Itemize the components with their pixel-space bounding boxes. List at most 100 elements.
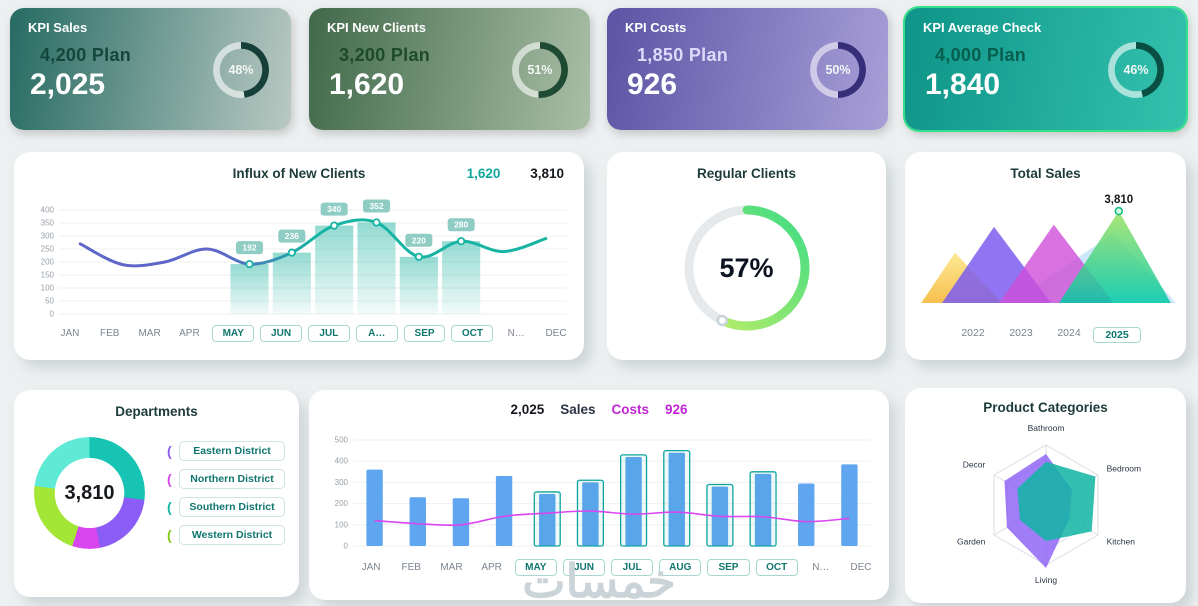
- kpi-costs-title: KPI Costs: [625, 20, 687, 35]
- regular-clients-card: Regular Clients 57%: [607, 152, 886, 360]
- year-2025[interactable]: 2025: [1093, 327, 1141, 343]
- month-dec: DEC: [850, 561, 872, 573]
- departments-card: Departments 3,810 (Eastern District (Nort…: [14, 390, 299, 597]
- svg-text:300: 300: [41, 232, 55, 241]
- product-categories-card: Product Categories Bathroom Bedroom Kitche…: [905, 388, 1186, 603]
- month-feb: FEB: [100, 327, 120, 339]
- district-button-eastern[interactable]: Eastern District: [179, 441, 285, 461]
- svg-text:200: 200: [41, 258, 55, 267]
- kpi-costs-value: 926: [627, 68, 678, 101]
- departments-legend: (Eastern District (Northern District (Sout…: [167, 441, 285, 549]
- svg-text:100: 100: [335, 520, 349, 529]
- month-jul[interactable]: JUL: [307, 324, 350, 342]
- kpi-sales-plan: 4,200 Plan: [40, 45, 273, 66]
- ring-arc: [810, 42, 866, 98]
- month-jun[interactable]: JUN: [260, 324, 302, 342]
- district-button-western[interactable]: Western District: [179, 525, 285, 545]
- kpi-card-new-clients: KPI New Clients 3,200 Plan 1,620 51%: [309, 8, 590, 130]
- svg-text:Bathroom: Bathroom: [1027, 423, 1064, 433]
- legend-row: ( Western District: [167, 525, 285, 545]
- total-sales-triangle-chart[interactable]: 3,810: [912, 183, 1180, 323]
- sales-costs-bar-chart[interactable]: 500 400 300 200 100 0: [319, 430, 879, 554]
- svg-text:400: 400: [335, 457, 349, 466]
- svg-text:0: 0: [50, 310, 55, 319]
- influx-current-value: 1,620: [466, 166, 501, 181]
- kpi-new-clients-percent: 51%: [527, 63, 553, 77]
- regular-clients-gauge[interactable]: 57%: [672, 193, 822, 343]
- svg-text:350: 350: [41, 219, 55, 228]
- influx-title: Influx of New Clients: [232, 166, 366, 181]
- month-aug[interactable]: A…: [355, 324, 398, 342]
- kpi-average-check-progress-ring: 46%: [1108, 42, 1164, 98]
- departments-donut-chart[interactable]: 3,810: [34, 437, 145, 549]
- svg-text:340: 340: [327, 204, 341, 214]
- kpi-card-average-check: KPI Average Check 4,000 Plan 1,840 46%: [905, 8, 1186, 130]
- kpi-sales-plan-word: Plan: [91, 45, 132, 65]
- kpi-card-sales: KPI Sales 4,200 Plan 2,025 48%: [10, 8, 291, 130]
- kpi-sales-percent: 48%: [228, 63, 254, 77]
- month-may[interactable]: MAY: [514, 558, 557, 576]
- product-categories-radar-chart[interactable]: Bathroom Bedroom Kitchen Living Garden Decor: [906, 417, 1186, 587]
- month-oct[interactable]: OCT: [755, 558, 798, 576]
- year-2023: 2023: [1009, 327, 1033, 339]
- costs-label: Costs: [611, 402, 650, 417]
- district-button-southern[interactable]: Southern District: [179, 497, 285, 517]
- influx-total-value: 3,810: [530, 166, 564, 181]
- year-2022: 2022: [961, 327, 985, 339]
- svg-text:Living: Living: [1034, 575, 1056, 585]
- svg-text:3,810: 3,810: [1104, 194, 1133, 206]
- month-jun[interactable]: JUN: [562, 558, 606, 576]
- kpi-average-check-title: KPI Average Check: [923, 20, 1042, 35]
- svg-text:250: 250: [41, 245, 55, 254]
- year-2024: 2024: [1057, 327, 1081, 339]
- kpi-costs-plan: 1,850 Plan: [637, 45, 870, 66]
- svg-text:50: 50: [45, 297, 54, 306]
- influx-line-chart[interactable]: 400 350 300 250 200 150 100 50 0 192 236 340 352 220 2…: [23, 196, 575, 320]
- svg-text:280: 280: [454, 220, 468, 230]
- kpi-costs-progress-ring: 50%: [810, 42, 866, 98]
- month-mar: MAR: [440, 561, 463, 573]
- gauge-arc: [684, 205, 809, 331]
- svg-text:150: 150: [41, 271, 55, 280]
- month-aug[interactable]: AUG: [659, 558, 702, 576]
- svg-text:500: 500: [335, 436, 349, 445]
- product-categories-title: Product Categories: [983, 400, 1108, 415]
- departments-title: Departments: [115, 404, 198, 419]
- regular-clients-title: Regular Clients: [696, 166, 797, 181]
- influx-header: Influx of New Clients 1,620 3,810: [14, 164, 584, 194]
- district-button-northern[interactable]: Northern District: [179, 469, 285, 489]
- month-mar: MAR: [138, 327, 161, 339]
- month-may[interactable]: MAY: [212, 324, 255, 342]
- kpi-costs-plan-word: Plan: [688, 45, 729, 65]
- kpi-average-check-plan: 4,000 Plan: [935, 45, 1168, 66]
- kpi-sales-plan-value: 4,200: [40, 45, 87, 65]
- month-nov: N…: [507, 327, 525, 339]
- sales-costs-card: 2,025 Sales Costs 926 500 400 300 200 100 0 J…: [309, 390, 889, 600]
- kpi-new-clients-plan: 3,200 Plan: [339, 45, 572, 66]
- watermark: خمسات: [522, 555, 676, 606]
- month-sep[interactable]: SEP: [707, 558, 750, 576]
- departments-body: 3,810 (Eastern District (Northern Distric…: [14, 433, 299, 549]
- costs-value: 926: [665, 402, 688, 417]
- month-jul[interactable]: JUL: [611, 558, 654, 576]
- regular-clients-percent: 57%: [719, 252, 774, 283]
- legend-marker-icon: (: [167, 443, 172, 459]
- month-oct[interactable]: OCT: [451, 324, 494, 342]
- legend-marker-icon: (: [167, 499, 172, 515]
- ring-arc: [213, 42, 269, 98]
- legend-marker-icon: (: [167, 527, 172, 543]
- month-sep[interactable]: SEP: [403, 324, 446, 342]
- sales-label: Sales: [560, 402, 596, 417]
- sales-costs-header: 2,025 Sales Costs 926: [309, 402, 889, 430]
- total-sales-card: Total Sales 3,810 2022 2023 2024 2025: [905, 152, 1186, 360]
- month-apr: APR: [179, 327, 200, 339]
- ring-arc: [512, 42, 568, 98]
- influx-header-values: 1,620 3,810: [467, 166, 564, 181]
- legend-row: (Northern District: [167, 469, 285, 489]
- svg-text:100: 100: [41, 284, 55, 293]
- month-jan: JAN: [361, 561, 381, 573]
- kpi-new-clients-progress-ring: 51%: [512, 42, 568, 98]
- donut-ring: [34, 437, 145, 549]
- total-sales-title: Total Sales: [1010, 166, 1081, 181]
